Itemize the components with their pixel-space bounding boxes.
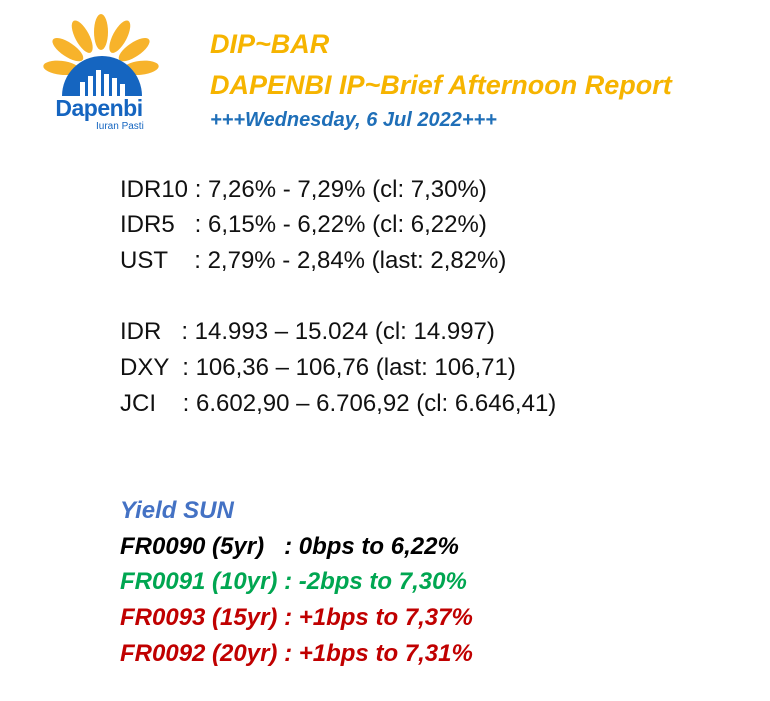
- report-title: DIP~BAR: [210, 29, 330, 59]
- logo-brand-text: Dapenbi: [55, 95, 143, 121]
- market-jci: JCI : 6.602,90 – 6.706,92 (cl: 6.646,41): [120, 390, 557, 417]
- sun-item-fr0092: FR0092 (20yr) : +1bps to 7,31%: [120, 640, 473, 667]
- sun-item-fr0090: FR0090 (5yr) : 0bps to 6,22%: [120, 533, 459, 560]
- yield-idr10: IDR10 : 7,26% - 7,29% (cl: 7,30%): [120, 176, 487, 203]
- logo-tagline: Iuran Pasti: [96, 121, 144, 132]
- sun-petals-icon: [43, 14, 159, 96]
- report-subtitle: DAPENBI IP~Brief Afternoon Report: [210, 70, 672, 100]
- yield-ust: UST : 2,79% - 2,84% (last: 2,82%): [120, 247, 507, 274]
- market-idr: IDR : 14.993 – 15.024 (cl: 14.997): [120, 318, 495, 345]
- dapenbi-logo: Dapenbi Iuran Pasti: [20, 10, 190, 132]
- yield-sun-heading: Yield SUN: [120, 497, 234, 524]
- sun-item-fr0093: FR0093 (15yr) : +1bps to 7,37%: [120, 604, 473, 631]
- sun-item-fr0091: FR0091 (10yr) : -2bps to 7,30%: [120, 568, 467, 595]
- report-date: +++Wednesday, 6 Jul 2022+++: [210, 109, 497, 131]
- market-dxy: DXY : 106,36 – 106,76 (last: 106,71): [120, 354, 516, 381]
- yield-idr5: IDR5 : 6,15% - 6,22% (cl: 6,22%): [120, 211, 487, 238]
